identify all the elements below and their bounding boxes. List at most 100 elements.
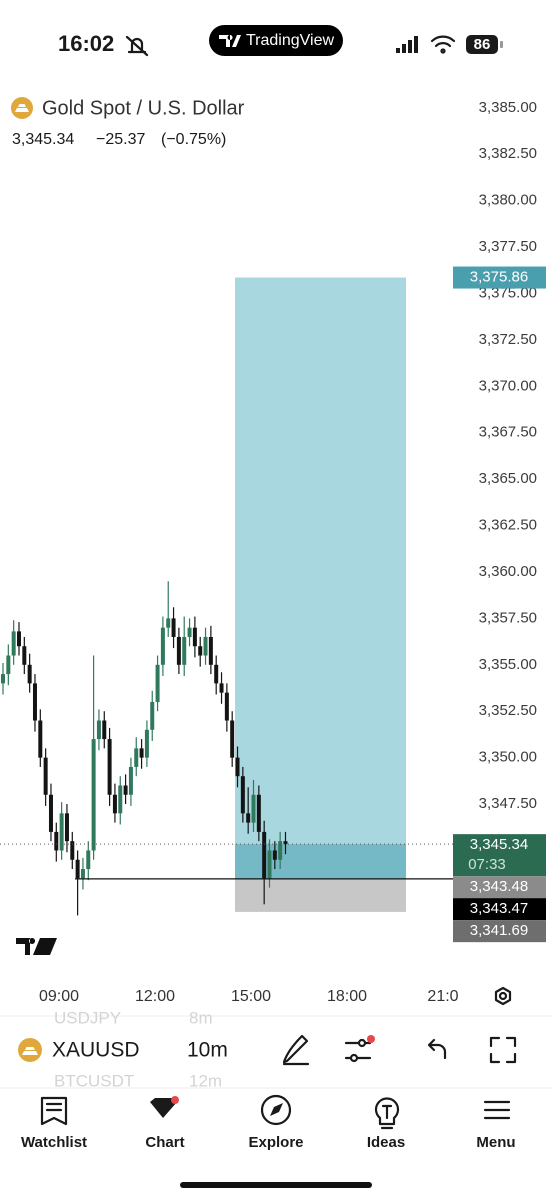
candle-body bbox=[32, 683, 37, 721]
candle-body bbox=[246, 813, 251, 823]
toolbar-symbol[interactable]: XAUUSD bbox=[52, 1039, 140, 1062]
explore-icon[interactable] bbox=[260, 1094, 292, 1126]
app-logo bbox=[219, 35, 241, 47]
candle-body bbox=[187, 627, 192, 637]
price-label: 3,341.69 bbox=[470, 922, 528, 939]
tab-label[interactable]: Menu bbox=[476, 1134, 515, 1151]
candle-body bbox=[86, 850, 91, 870]
explore-needle bbox=[270, 1103, 283, 1116]
candle-body bbox=[112, 794, 117, 814]
candle-body bbox=[230, 720, 235, 758]
signal-icon bbox=[396, 36, 418, 53]
tv-logo bbox=[16, 938, 57, 955]
candle-body bbox=[192, 627, 197, 647]
peek-symbol: BTCUSDT bbox=[54, 1071, 134, 1090]
candle-body bbox=[214, 664, 219, 684]
candle-body bbox=[272, 850, 277, 860]
y-tick-label: 3,362.50 bbox=[479, 517, 537, 534]
y-tick-label: 3,372.50 bbox=[479, 331, 537, 348]
peek-interval: 8m bbox=[189, 1008, 213, 1027]
undo-icon[interactable] bbox=[427, 1038, 447, 1060]
symbol-name: Gold Spot / U.S. Dollar bbox=[42, 97, 245, 119]
price-label: 3,345.34 bbox=[470, 836, 528, 853]
candle-body bbox=[48, 794, 53, 832]
candle-body bbox=[38, 720, 43, 758]
candle-body bbox=[171, 618, 176, 637]
candle-body bbox=[283, 841, 288, 845]
candle-body bbox=[182, 636, 187, 665]
ideas-icon[interactable] bbox=[374, 1097, 400, 1130]
candle-body bbox=[278, 841, 283, 860]
y-tick-label: 3,375.00 bbox=[479, 284, 537, 301]
draw-icon[interactable] bbox=[282, 1034, 310, 1066]
candle-body bbox=[219, 683, 224, 693]
tab-label[interactable]: Ideas bbox=[367, 1134, 405, 1151]
tab-label[interactable]: Chart bbox=[145, 1134, 184, 1151]
candle-body bbox=[107, 739, 112, 795]
symbol-icon-bars bbox=[15, 104, 29, 112]
fullscreen-icon[interactable] bbox=[489, 1036, 517, 1064]
candle-body bbox=[22, 646, 27, 665]
toolbar-interval[interactable]: 10m bbox=[187, 1039, 228, 1062]
candle-body bbox=[64, 813, 69, 842]
candle-body bbox=[27, 664, 32, 684]
price-label: 3,375.86 bbox=[470, 269, 528, 286]
candle-body bbox=[123, 785, 128, 795]
symbol-icon-bars bbox=[22, 1047, 38, 1055]
candle-body bbox=[150, 701, 155, 730]
x-tick-label: 18:00 bbox=[327, 988, 367, 1005]
candle-body bbox=[208, 636, 213, 665]
price-label-bg bbox=[453, 920, 546, 943]
price-label-bg bbox=[453, 266, 546, 289]
candle-body bbox=[160, 627, 165, 665]
change: −25.37 bbox=[96, 131, 145, 148]
candle-body bbox=[267, 850, 272, 879]
candle-body bbox=[262, 831, 267, 879]
candle-body bbox=[118, 785, 123, 814]
price-label: 3,343.47 bbox=[470, 900, 528, 917]
target-zone bbox=[235, 277, 406, 879]
candle-body bbox=[6, 655, 11, 675]
settings-icon[interactable] bbox=[494, 986, 512, 1006]
y-tick-label: 3,382.50 bbox=[479, 145, 537, 162]
price-label-bg bbox=[453, 834, 546, 877]
y-tick-label: 3,370.00 bbox=[479, 377, 537, 394]
menu-icon[interactable] bbox=[483, 1100, 511, 1120]
candle-body bbox=[224, 692, 229, 721]
x-tick-label: 12:00 bbox=[135, 988, 175, 1005]
peek-symbol: USDJPY bbox=[54, 1008, 121, 1027]
y-tick-label: 3,367.50 bbox=[479, 424, 537, 441]
tab-label[interactable]: Explore bbox=[248, 1134, 303, 1151]
candle-body bbox=[96, 720, 101, 740]
candle-body bbox=[251, 794, 256, 823]
countdown: 07:33 bbox=[468, 856, 506, 873]
candle-body bbox=[1, 674, 5, 684]
badge bbox=[367, 1035, 375, 1043]
indicators-icon[interactable] bbox=[344, 1038, 372, 1063]
peek-interval: 12m bbox=[189, 1071, 222, 1090]
battery-level: 86 bbox=[474, 36, 491, 53]
candle-body bbox=[80, 869, 85, 879]
candle-body bbox=[102, 720, 107, 740]
clock: 16:02 bbox=[58, 31, 114, 56]
candle-body bbox=[11, 631, 16, 656]
candle-body bbox=[176, 636, 181, 665]
tab-label[interactable]: Watchlist bbox=[21, 1134, 87, 1151]
chart: 3,385.00 3,382.50 3,380.00 3,377.50 3,375.00… bbox=[0, 99, 546, 1005]
chart-icon[interactable] bbox=[150, 1098, 177, 1118]
home-indicator bbox=[180, 1182, 372, 1188]
battery bbox=[466, 35, 498, 54]
candle-body bbox=[144, 729, 149, 758]
change-pct: (−0.75%) bbox=[161, 131, 226, 148]
watchlist-icon[interactable] bbox=[40, 1096, 68, 1126]
y-tick-label: 3,365.00 bbox=[479, 470, 537, 487]
y-tick-label: 3,385.00 bbox=[479, 99, 537, 116]
candle-body bbox=[139, 748, 144, 758]
settings-icon-dot bbox=[498, 991, 508, 1001]
progress-zone bbox=[235, 844, 406, 879]
candle-body bbox=[166, 618, 171, 628]
candle-body bbox=[43, 757, 48, 795]
candle-body bbox=[155, 664, 160, 702]
y-tick-label: 3,355.00 bbox=[479, 656, 537, 673]
